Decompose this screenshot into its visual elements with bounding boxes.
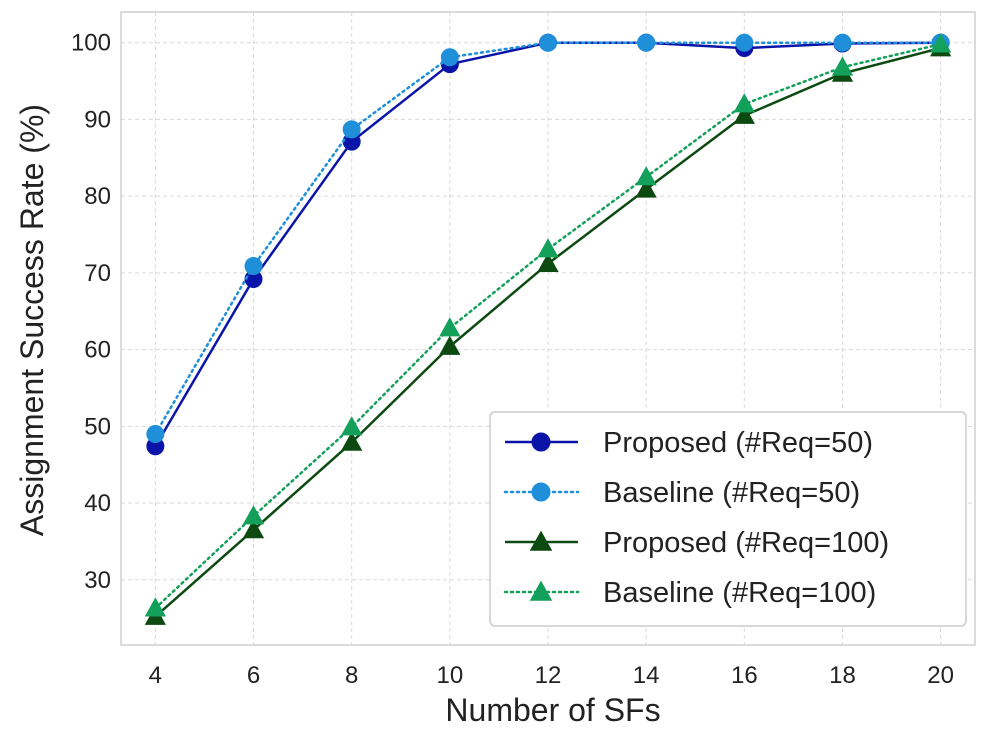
y-tick-label: 100	[71, 30, 111, 57]
legend-marker	[529, 530, 553, 551]
legend-entry: Proposed (#Req=50)	[505, 427, 873, 459]
data-point	[930, 33, 952, 53]
x-tick-label: 12	[535, 662, 562, 689]
data-point	[637, 33, 656, 52]
data-point	[341, 431, 363, 451]
y-tick-labels: 30 40 50 60 70 80 90 100	[71, 30, 111, 594]
data-point	[635, 178, 657, 198]
x-tick-label: 6	[247, 662, 260, 689]
legend-label: Baseline (#Req=50)	[603, 477, 860, 509]
series-line	[154, 42, 942, 610]
data-point	[733, 104, 755, 124]
series-4	[144, 33, 952, 617]
legend-marker	[531, 482, 551, 502]
x-tick-label: 8	[345, 662, 358, 689]
data-point	[537, 238, 559, 258]
data-point	[341, 416, 363, 436]
data-point	[440, 48, 459, 67]
legend-entry: Proposed (#Req=100)	[505, 527, 889, 559]
y-tick-label: 70	[84, 260, 111, 287]
x-axis-label: Number of SFs	[445, 692, 660, 728]
legend-frame	[489, 411, 967, 627]
data-point	[242, 505, 265, 525]
data-point	[733, 93, 755, 113]
series-group	[144, 33, 952, 625]
legend-entry: Baseline (#Req=50)	[503, 477, 860, 509]
legend-entry: Baseline (#Req=100)	[503, 577, 876, 609]
legend-label: Baseline (#Req=100)	[603, 577, 876, 609]
x-tick-label: 4	[149, 662, 162, 689]
y-axis-label: Assignment Success Rate (%)	[14, 104, 50, 536]
x-tick-label: 14	[633, 662, 660, 689]
data-point	[342, 120, 361, 139]
data-point	[735, 33, 754, 52]
x-tick-labels: 4 6 8 10 12 14 16 18 20	[149, 662, 954, 689]
x-tick-label: 20	[927, 662, 954, 689]
data-point	[537, 252, 559, 272]
data-point	[144, 597, 166, 617]
data-point	[539, 33, 557, 52]
y-tick-label: 90	[84, 106, 111, 133]
x-tick-label: 10	[436, 662, 463, 689]
data-point	[146, 425, 165, 443]
y-tick-label: 40	[84, 490, 111, 517]
legend-marker	[531, 432, 551, 452]
y-tick-label: 80	[84, 183, 111, 210]
legend-label: Proposed (#Req=50)	[603, 427, 873, 459]
x-tick-label: 16	[731, 662, 758, 689]
legend-label: Proposed (#Req=100)	[603, 527, 889, 559]
data-point	[242, 519, 265, 539]
data-point	[831, 56, 854, 76]
data-point	[439, 317, 461, 337]
legend: Proposed (#Req=50) Baseline (#Req=50) Prop…	[489, 411, 967, 627]
data-point	[244, 256, 263, 275]
y-tick-label: 60	[84, 337, 111, 364]
y-tick-label: 50	[84, 413, 111, 440]
data-point	[833, 33, 852, 52]
data-point	[635, 166, 657, 186]
y-tick-label: 30	[84, 567, 111, 594]
x-tick-label: 18	[829, 662, 856, 689]
legend-marker	[529, 580, 553, 601]
data-point	[439, 335, 461, 355]
